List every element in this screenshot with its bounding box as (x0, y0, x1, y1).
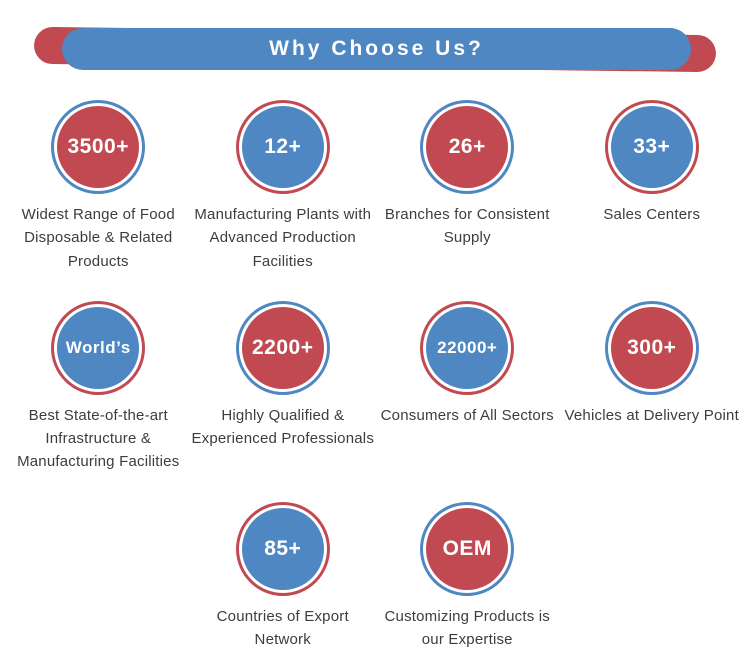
stat-label: Sales Centers (603, 206, 701, 223)
stat-item: World’s Best State-of-the-art Infrastruc… (6, 300, 191, 474)
stat-circle-ring: 300+ (604, 300, 699, 395)
stat-circle-ring: 33+ (604, 100, 699, 194)
stat-label: Branches for Consistent Supply (384, 206, 550, 247)
stat-item: 300+ Vehicles at Delivery Point (560, 300, 745, 474)
stat-circle: OEM (426, 507, 509, 590)
stat-value: 33+ (633, 135, 671, 158)
stat-item: 12+ Manufacturing Plants with Advanced P… (191, 100, 376, 273)
stat-circle: 2200+ (241, 306, 324, 389)
stat-label: Best State-of-the-art Infrastructure & M… (17, 406, 180, 471)
stat-item: 85+ Countries of Export Network (191, 501, 376, 652)
stat-item: 22000+ Consumers of All Sectors (375, 300, 560, 474)
stat-value: 2200+ (252, 335, 314, 359)
stat-value: World’s (65, 337, 131, 357)
stat-label: Customizing Products is our Expertise (384, 607, 550, 648)
stat-circle: 300+ (610, 306, 693, 389)
stat-label: Highly Qualified & Experienced Professio… (191, 406, 375, 447)
stat-item: OEM Customizing Products is our Expertis… (375, 501, 560, 652)
stat-circle-ring: 2200+ (235, 300, 330, 395)
banner: Why Choose Us? (62, 28, 691, 70)
stat-value: 85+ (264, 536, 302, 560)
stat-item: 33+ Sales Centers (560, 100, 745, 273)
stat-item: 26+ Branches for Consistent Supply (375, 100, 560, 273)
stat-circle: 85+ (241, 507, 324, 590)
stat-circle-ring: OEM (420, 501, 515, 596)
stat-circle: 12+ (241, 106, 324, 188)
stat-circle: 22000+ (426, 306, 509, 389)
stat-circle: 3500+ (57, 106, 140, 188)
stat-value: 12+ (264, 135, 302, 158)
stat-value: 22000+ (437, 337, 498, 357)
stat-circle: 33+ (610, 106, 693, 188)
stat-label: Consumers of All Sectors (380, 406, 554, 424)
stat-value: 3500+ (67, 135, 129, 158)
stat-item: 2200+ Highly Qualified & Experienced Pro… (191, 300, 376, 474)
stat-circle-ring: 85+ (235, 501, 330, 596)
stat-circle: 26+ (426, 106, 509, 188)
stat-value: 26+ (448, 135, 486, 158)
stat-label: Manufacturing Plants with Advanced Produ… (194, 206, 372, 270)
stat-item: 3500+ Widest Range of Food Disposable & … (6, 100, 191, 273)
stat-circle: World’s (57, 306, 140, 389)
stat-label: Widest Range of Food Disposable & Relate… (21, 206, 175, 270)
stat-circle-ring: 12+ (235, 100, 330, 194)
stat-value: OEM (442, 536, 492, 560)
stat-label: Countries of Export Network (216, 607, 349, 648)
stat-circle-ring: 3500+ (51, 100, 146, 194)
stat-circle-ring: 26+ (420, 100, 515, 194)
stat-label: Vehicles at Delivery Point (564, 406, 739, 424)
page-title: Why Choose Us? (269, 37, 484, 60)
stat-circle-ring: 22000+ (420, 300, 515, 395)
stat-value: 300+ (627, 335, 677, 359)
header-banner: Why Choose Us? (33, 26, 717, 73)
stat-circle-ring: World’s (51, 300, 146, 395)
badges-grid: 3500+ Widest Range of Food Disposable & … (0, 86, 750, 651)
